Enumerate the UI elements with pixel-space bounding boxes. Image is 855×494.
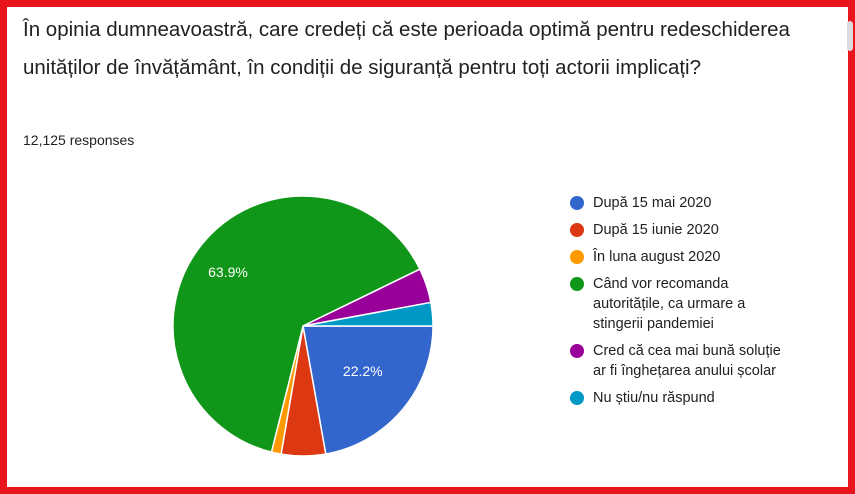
legend-item[interactable]: Când vor recomanda autoritățile, ca urma… xyxy=(570,274,850,334)
slice-data-label: 22.2% xyxy=(343,363,383,379)
legend-swatch-icon xyxy=(570,391,584,405)
legend-item[interactable]: După 15 mai 2020 xyxy=(570,193,850,213)
legend-label: După 15 mai 2020 xyxy=(593,195,712,211)
legend-swatch-icon xyxy=(570,277,584,291)
legend-swatch-icon xyxy=(570,223,584,237)
legend-label: După 15 iunie 2020 xyxy=(593,222,719,238)
legend-swatch-icon xyxy=(570,196,584,210)
legend-item[interactable]: Cred că cea mai bună soluție ar fi înghe… xyxy=(570,341,850,381)
scrollbar[interactable] xyxy=(847,21,853,51)
pie-slice[interactable] xyxy=(302,301,434,327)
legend: După 15 mai 2020 După 15 iunie 2020 În lun… xyxy=(570,193,850,415)
legend-item[interactable]: După 15 iunie 2020 xyxy=(570,220,850,240)
question-title: În opinia dumneavoastră, care credeți că… xyxy=(23,18,790,79)
responses-count: 12,125 responses xyxy=(23,132,135,148)
legend-label: Cred că cea mai bună soluție ar fi înghe… xyxy=(593,343,781,379)
legend-item[interactable]: În luna august 2020 xyxy=(570,247,850,267)
legend-swatch-icon xyxy=(570,344,584,358)
legend-label: În luna august 2020 xyxy=(593,249,721,265)
pie-slice[interactable] xyxy=(302,325,434,455)
legend-label: Când vor recomanda autoritățile, ca urma… xyxy=(593,276,746,332)
legend-label: Nu știu/nu răspund xyxy=(593,390,715,406)
pie-slice[interactable] xyxy=(172,195,421,454)
legend-item[interactable]: Nu știu/nu răspund xyxy=(570,388,850,408)
slice-data-label: 63.9% xyxy=(208,264,248,280)
legend-swatch-icon xyxy=(570,250,584,264)
